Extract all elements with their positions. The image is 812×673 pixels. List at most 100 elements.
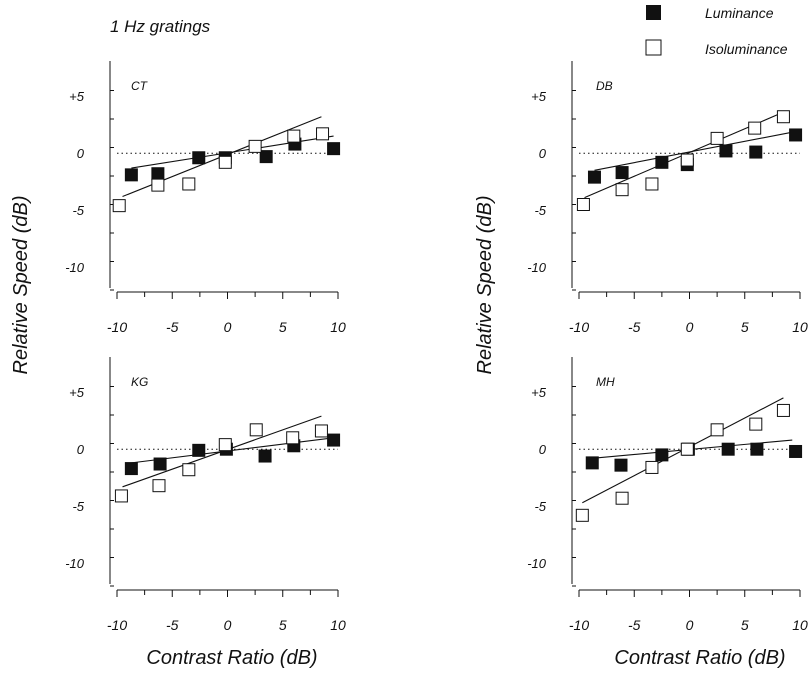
panel-kg: +5 0 -5 -10 -10 -5 0 5 10 KG [65, 357, 346, 633]
point-isoluminance-mh [710, 423, 724, 437]
y-tick-label-ct: 0 [77, 146, 85, 161]
x-tick-label-mh: 10 [792, 617, 808, 633]
point-luminance-mh [750, 442, 764, 456]
point-luminance-mh [789, 444, 803, 458]
x-tick-label-kg: -10 [107, 617, 127, 633]
point-isoluminance-ct [151, 178, 165, 192]
point-isoluminance-ct [218, 155, 232, 169]
point-isoluminance-kg [314, 424, 328, 438]
point-luminance-db [615, 166, 629, 180]
x-tick-label-db: 5 [741, 319, 749, 335]
y-tick-label-ct: -5 [72, 203, 84, 218]
x-tick-label-db: -5 [628, 319, 641, 335]
panel-label-ct: CT [131, 79, 149, 93]
x-tick-label-kg: 10 [330, 617, 346, 633]
point-luminance-ct [151, 167, 165, 181]
x-tick-label-db: -10 [569, 319, 589, 335]
y-axis-label-left: Relative Speed (dB) [10, 196, 32, 375]
legend-marker-luminance [646, 5, 661, 20]
point-luminance-db [789, 128, 803, 142]
point-isoluminance-db [710, 131, 724, 145]
legend: Luminance Isoluminance [645, 5, 788, 57]
y-tick-label-kg: +5 [69, 385, 85, 400]
y-axis-label-right: Relative Speed (dB) [474, 196, 496, 375]
point-isoluminance-mh [615, 491, 629, 505]
x-axis-label-left: Contrast Ratio (dB) [146, 647, 317, 669]
point-isoluminance-db [776, 110, 790, 124]
x-tick-label-db: 10 [792, 319, 808, 335]
y-tick-label-db: +5 [531, 89, 547, 104]
x-tick-label-ct: 10 [330, 319, 346, 335]
y-tick-label-mh: -5 [534, 499, 546, 514]
panel-label-kg: KG [131, 375, 148, 389]
legend-label-isoluminance: Isoluminance [705, 41, 788, 57]
point-isoluminance-mh [645, 460, 659, 474]
x-tick-label-db: 0 [686, 319, 694, 335]
point-luminance-ct [124, 168, 138, 182]
point-isoluminance-kg [249, 423, 263, 437]
point-luminance-db [749, 145, 763, 159]
point-isoluminance-kg [182, 463, 196, 477]
point-isoluminance-db [680, 153, 694, 167]
x-tick-label-mh: -10 [569, 617, 589, 633]
x-tick-label-ct: -10 [107, 319, 127, 335]
point-luminance-kg [153, 457, 167, 471]
point-luminance-kg [258, 449, 272, 463]
point-luminance-kg [192, 443, 206, 457]
x-tick-label-ct: 0 [224, 319, 232, 335]
point-isoluminance-kg [286, 431, 300, 445]
point-luminance-mh [614, 458, 628, 472]
y-tick-label-ct: -10 [65, 260, 85, 275]
point-isoluminance-kg [114, 489, 128, 503]
point-luminance-db [587, 170, 601, 184]
point-isoluminance-ct [316, 127, 330, 141]
x-tick-label-kg: -5 [166, 617, 179, 633]
point-isoluminance-mh [776, 403, 790, 417]
panel-label-mh: MH [596, 375, 615, 389]
point-isoluminance-ct [182, 177, 196, 191]
x-tick-label-ct: -5 [166, 319, 179, 335]
panel-db: +5 0 -5 -10 -10 -5 0 5 10 DB [527, 61, 808, 335]
point-luminance-ct [327, 142, 341, 156]
point-luminance-ct [192, 151, 206, 165]
x-tick-label-kg: 0 [224, 617, 232, 633]
x-axis-label-right: Contrast Ratio (dB) [614, 647, 785, 669]
point-luminance-mh [585, 456, 599, 470]
y-tick-label-kg: 0 [77, 442, 85, 457]
x-tick-label-ct: 5 [279, 319, 287, 335]
y-tick-label-db: 0 [539, 146, 547, 161]
legend-label-luminance: Luminance [705, 5, 774, 21]
y-tick-label-mh: 0 [539, 442, 547, 457]
point-isoluminance-mh [749, 417, 763, 431]
point-luminance-ct [259, 150, 273, 164]
point-isoluminance-ct [112, 199, 126, 213]
y-tick-label-db: -10 [527, 260, 547, 275]
point-isoluminance-db [615, 183, 629, 197]
point-luminance-kg [124, 462, 138, 476]
y-tick-label-mh: +5 [531, 385, 547, 400]
fit-line-luminance-db [594, 130, 796, 171]
point-isoluminance-db [576, 198, 590, 211]
y-tick-label-ct: +5 [69, 89, 85, 104]
x-tick-label-mh: 5 [741, 617, 749, 633]
point-isoluminance-mh [575, 508, 589, 522]
panel-label-db: DB [596, 79, 613, 93]
figure-title: 1 Hz gratings [110, 17, 211, 36]
point-luminance-db [719, 144, 733, 158]
point-isoluminance-mh [680, 442, 694, 456]
y-tick-label-kg: -10 [65, 556, 85, 571]
x-tick-label-mh: 0 [686, 617, 694, 633]
point-isoluminance-db [748, 121, 762, 135]
point-luminance-kg [327, 433, 341, 447]
panel-mh: +5 0 -5 -10 -10 -5 0 5 10 MH [527, 357, 808, 633]
panel-ct: +5 0 -5 -10 -10 -5 0 5 10 CT [65, 61, 346, 335]
x-tick-label-mh: -5 [628, 617, 641, 633]
point-isoluminance-db [645, 177, 659, 191]
x-tick-label-kg: 5 [279, 617, 287, 633]
fit-line-isoluminance-kg [122, 415, 322, 488]
point-isoluminance-ct [248, 139, 262, 153]
y-tick-label-db: -5 [534, 203, 546, 218]
point-isoluminance-kg [218, 438, 232, 452]
